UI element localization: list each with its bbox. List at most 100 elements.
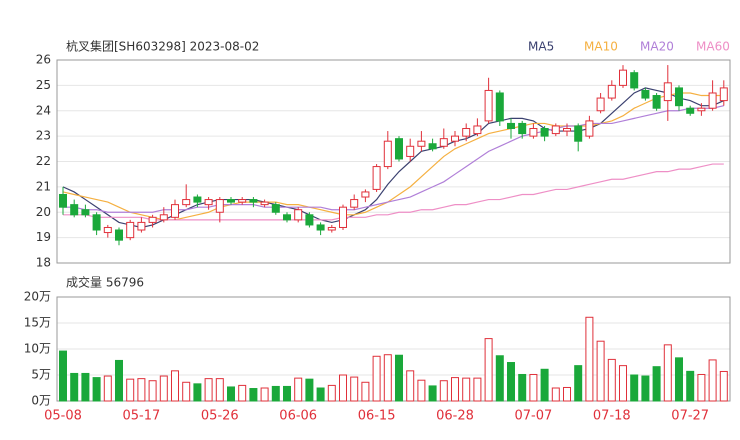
legend-label: MA20 bbox=[640, 40, 674, 54]
y-tick-label: 24 bbox=[36, 103, 51, 117]
x-tick-label: 06-15 bbox=[358, 409, 396, 424]
y-tick-label: 19 bbox=[36, 230, 51, 244]
candle-body bbox=[305, 214, 314, 226]
candle-body bbox=[339, 206, 347, 228]
volume-bar bbox=[596, 340, 605, 402]
candle-body bbox=[619, 69, 627, 86]
candle-body bbox=[708, 92, 717, 109]
x-tick-label: 07-18 bbox=[593, 409, 631, 424]
volume-bar bbox=[507, 362, 515, 402]
candle-body bbox=[59, 193, 67, 208]
volume-bar bbox=[439, 380, 448, 402]
y-tick-label: 20 bbox=[36, 205, 51, 219]
volume-bar bbox=[204, 378, 213, 402]
volume-bar bbox=[675, 357, 683, 402]
volume-title: 成交量 56796 bbox=[66, 275, 144, 290]
volume-bar bbox=[719, 370, 728, 402]
candle-body bbox=[417, 140, 426, 147]
volume-bar bbox=[529, 373, 538, 402]
volume-bar bbox=[484, 338, 493, 402]
volume-bar bbox=[708, 359, 717, 402]
y-tick-label: 0万 bbox=[31, 394, 51, 408]
candle-body bbox=[316, 224, 325, 231]
volume-bar bbox=[652, 366, 661, 402]
candle-body bbox=[529, 128, 538, 137]
volume-bar bbox=[619, 365, 627, 402]
candle-body bbox=[607, 84, 616, 99]
volume-bar bbox=[574, 365, 583, 402]
volume-bar bbox=[540, 368, 549, 402]
candle-body bbox=[361, 191, 370, 198]
x-tick-label: 05-08 bbox=[44, 409, 82, 424]
candle-body bbox=[652, 95, 661, 109]
candle-body bbox=[227, 199, 235, 203]
volume-bar bbox=[339, 374, 347, 402]
y-tick-label: 15万 bbox=[24, 316, 51, 330]
candle-body bbox=[271, 204, 280, 213]
candle-body bbox=[238, 199, 247, 203]
volume-bar bbox=[563, 386, 571, 402]
volume-bar bbox=[551, 387, 560, 402]
volume-bar bbox=[395, 354, 403, 402]
panel-frame bbox=[56, 296, 731, 402]
candle-body bbox=[697, 107, 706, 112]
volume-bar bbox=[137, 378, 146, 402]
volume-bar bbox=[350, 376, 359, 402]
candle-body bbox=[663, 82, 672, 102]
candle-body bbox=[81, 209, 90, 216]
x-tick-label: 07-07 bbox=[515, 409, 553, 424]
volume-bar bbox=[126, 378, 135, 402]
volume-bar bbox=[383, 354, 392, 402]
candle-body bbox=[372, 166, 381, 190]
volume-bar bbox=[171, 370, 179, 402]
candle-body bbox=[574, 125, 583, 142]
candle-body bbox=[675, 87, 683, 107]
volume-bar bbox=[294, 377, 303, 402]
y-tick-label: 21 bbox=[36, 179, 51, 193]
x-tick-label: 06-06 bbox=[279, 409, 317, 424]
candle-body bbox=[641, 89, 650, 99]
candle-body bbox=[563, 128, 571, 132]
volume-bar bbox=[215, 378, 224, 402]
y-tick-label: 25 bbox=[36, 78, 51, 92]
candle-body bbox=[439, 138, 448, 147]
y-tick-label: 22 bbox=[36, 154, 51, 168]
volume-bar bbox=[92, 377, 101, 402]
candle-body bbox=[350, 199, 359, 208]
candle-body bbox=[719, 87, 728, 102]
candle-body bbox=[115, 229, 123, 241]
legend-label: MA5 bbox=[528, 40, 554, 54]
volume-bar bbox=[103, 375, 112, 402]
panel-frame bbox=[56, 59, 731, 264]
ma-line bbox=[63, 163, 724, 221]
volume-bar bbox=[473, 377, 482, 402]
candle-body bbox=[294, 209, 303, 221]
volume-bar bbox=[193, 383, 202, 402]
candle-body bbox=[428, 143, 437, 150]
candle-body bbox=[518, 122, 527, 135]
volume-bar bbox=[462, 377, 471, 402]
candle-body bbox=[540, 128, 549, 137]
x-tick-label: 05-26 bbox=[201, 409, 239, 424]
volume-bar bbox=[148, 380, 157, 402]
volume-bar bbox=[417, 379, 426, 402]
volume-bar bbox=[271, 385, 280, 402]
candle-body bbox=[551, 125, 560, 135]
volume-bar bbox=[159, 375, 168, 402]
candle-body bbox=[686, 107, 695, 114]
candle-body bbox=[148, 216, 157, 223]
volume-bar bbox=[630, 374, 639, 402]
candle-body bbox=[327, 226, 336, 231]
candle-body bbox=[159, 214, 168, 221]
volume-bar bbox=[406, 370, 415, 402]
candle-body bbox=[204, 199, 213, 206]
volume-bar bbox=[305, 378, 314, 402]
candle-body bbox=[249, 199, 258, 203]
volume-bar bbox=[59, 350, 67, 402]
y-tick-label: 20万 bbox=[24, 290, 51, 304]
volume-bar bbox=[81, 372, 90, 402]
candle-body bbox=[137, 221, 146, 231]
legend-label: MA10 bbox=[584, 40, 618, 54]
volume-bar bbox=[249, 388, 258, 402]
